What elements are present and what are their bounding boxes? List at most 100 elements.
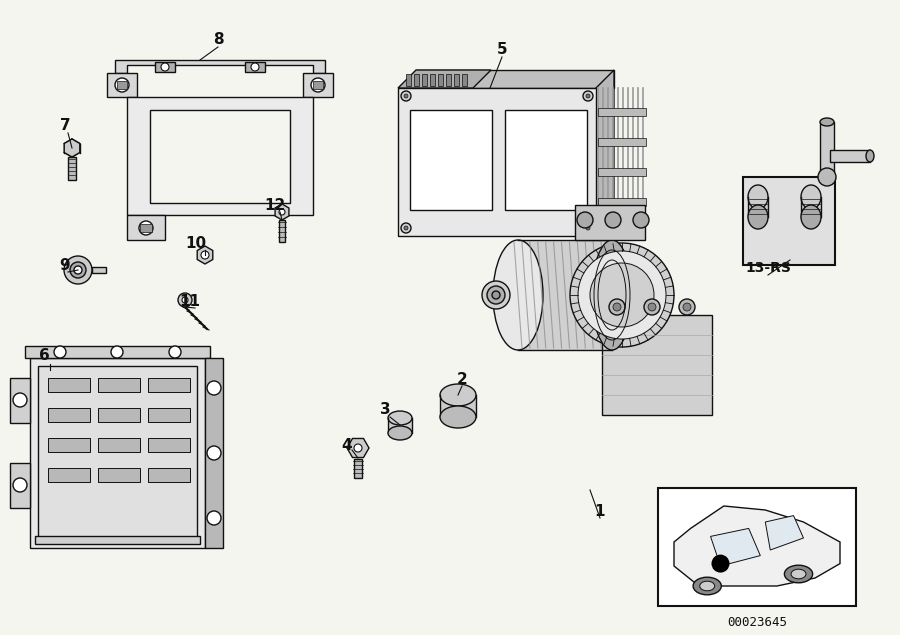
Bar bbox=[598, 108, 646, 116]
Text: 00023645: 00023645 bbox=[727, 615, 787, 629]
Text: 11: 11 bbox=[179, 295, 201, 309]
Circle shape bbox=[354, 444, 362, 452]
Bar bbox=[410, 110, 492, 210]
Circle shape bbox=[590, 263, 654, 327]
Ellipse shape bbox=[801, 185, 821, 209]
Circle shape bbox=[251, 63, 259, 71]
Text: 12: 12 bbox=[265, 197, 285, 213]
Bar bbox=[505, 110, 587, 210]
Circle shape bbox=[609, 299, 625, 315]
Circle shape bbox=[201, 251, 209, 259]
Bar bbox=[155, 62, 175, 72]
Ellipse shape bbox=[699, 581, 715, 591]
Polygon shape bbox=[68, 157, 76, 180]
Polygon shape bbox=[710, 528, 760, 566]
Circle shape bbox=[207, 446, 221, 460]
Circle shape bbox=[648, 303, 656, 311]
Polygon shape bbox=[92, 267, 106, 273]
Text: 9: 9 bbox=[59, 258, 70, 272]
Polygon shape bbox=[115, 60, 325, 73]
Polygon shape bbox=[279, 220, 285, 242]
Bar bbox=[820, 122, 834, 180]
Circle shape bbox=[115, 78, 129, 92]
Bar bbox=[140, 224, 152, 232]
Circle shape bbox=[578, 251, 666, 339]
Bar bbox=[454, 74, 459, 86]
Bar bbox=[830, 150, 870, 162]
Circle shape bbox=[139, 221, 153, 235]
Bar bbox=[743, 177, 835, 265]
Polygon shape bbox=[354, 459, 362, 478]
Circle shape bbox=[644, 299, 660, 315]
Ellipse shape bbox=[493, 240, 543, 350]
Text: 4: 4 bbox=[342, 438, 352, 453]
Circle shape bbox=[404, 94, 408, 98]
Circle shape bbox=[161, 63, 169, 71]
Bar bbox=[117, 81, 127, 89]
Bar bbox=[98, 408, 140, 422]
Text: 5: 5 bbox=[497, 43, 508, 58]
Bar bbox=[462, 74, 467, 86]
Bar bbox=[430, 74, 435, 86]
Text: 10: 10 bbox=[185, 236, 207, 251]
Polygon shape bbox=[765, 516, 804, 550]
Circle shape bbox=[633, 212, 649, 228]
Text: 1: 1 bbox=[595, 504, 605, 519]
Polygon shape bbox=[275, 204, 289, 220]
Circle shape bbox=[311, 78, 325, 92]
Polygon shape bbox=[10, 378, 30, 423]
Bar bbox=[48, 438, 90, 452]
Ellipse shape bbox=[440, 384, 476, 406]
Circle shape bbox=[54, 346, 66, 358]
Circle shape bbox=[404, 226, 408, 230]
Polygon shape bbox=[25, 346, 210, 358]
Polygon shape bbox=[388, 418, 412, 433]
Circle shape bbox=[178, 293, 192, 307]
Bar bbox=[446, 74, 451, 86]
Circle shape bbox=[169, 346, 181, 358]
Bar bbox=[98, 378, 140, 392]
Polygon shape bbox=[801, 197, 821, 217]
Ellipse shape bbox=[693, 577, 721, 595]
Circle shape bbox=[401, 223, 411, 233]
Bar bbox=[48, 378, 90, 392]
Circle shape bbox=[683, 303, 691, 311]
Bar bbox=[406, 74, 411, 86]
Polygon shape bbox=[197, 246, 212, 264]
Bar bbox=[38, 366, 197, 540]
Bar bbox=[313, 81, 323, 89]
Circle shape bbox=[13, 393, 27, 407]
Ellipse shape bbox=[482, 281, 510, 309]
Ellipse shape bbox=[388, 426, 412, 440]
Bar bbox=[438, 74, 443, 86]
Circle shape bbox=[613, 303, 621, 311]
Circle shape bbox=[679, 299, 695, 315]
Polygon shape bbox=[127, 215, 165, 240]
Circle shape bbox=[13, 478, 27, 492]
Bar bbox=[148, 438, 190, 452]
Bar bbox=[422, 74, 427, 86]
Ellipse shape bbox=[592, 240, 632, 350]
Ellipse shape bbox=[492, 291, 500, 299]
Polygon shape bbox=[127, 97, 313, 215]
Polygon shape bbox=[518, 240, 612, 350]
Polygon shape bbox=[748, 197, 768, 217]
Polygon shape bbox=[30, 358, 205, 548]
Ellipse shape bbox=[388, 411, 412, 425]
Bar bbox=[148, 408, 190, 422]
Circle shape bbox=[401, 91, 411, 101]
Bar bbox=[148, 378, 190, 392]
Circle shape bbox=[570, 243, 674, 347]
Bar bbox=[98, 468, 140, 482]
Bar bbox=[48, 468, 90, 482]
Text: 7: 7 bbox=[59, 119, 70, 133]
Bar bbox=[598, 198, 646, 206]
Bar bbox=[598, 138, 646, 146]
Circle shape bbox=[605, 212, 621, 228]
Circle shape bbox=[207, 381, 221, 395]
Text: 13-RS: 13-RS bbox=[745, 261, 791, 275]
Circle shape bbox=[70, 262, 86, 278]
Text: 3: 3 bbox=[380, 403, 391, 417]
Circle shape bbox=[583, 91, 593, 101]
Polygon shape bbox=[440, 395, 476, 417]
